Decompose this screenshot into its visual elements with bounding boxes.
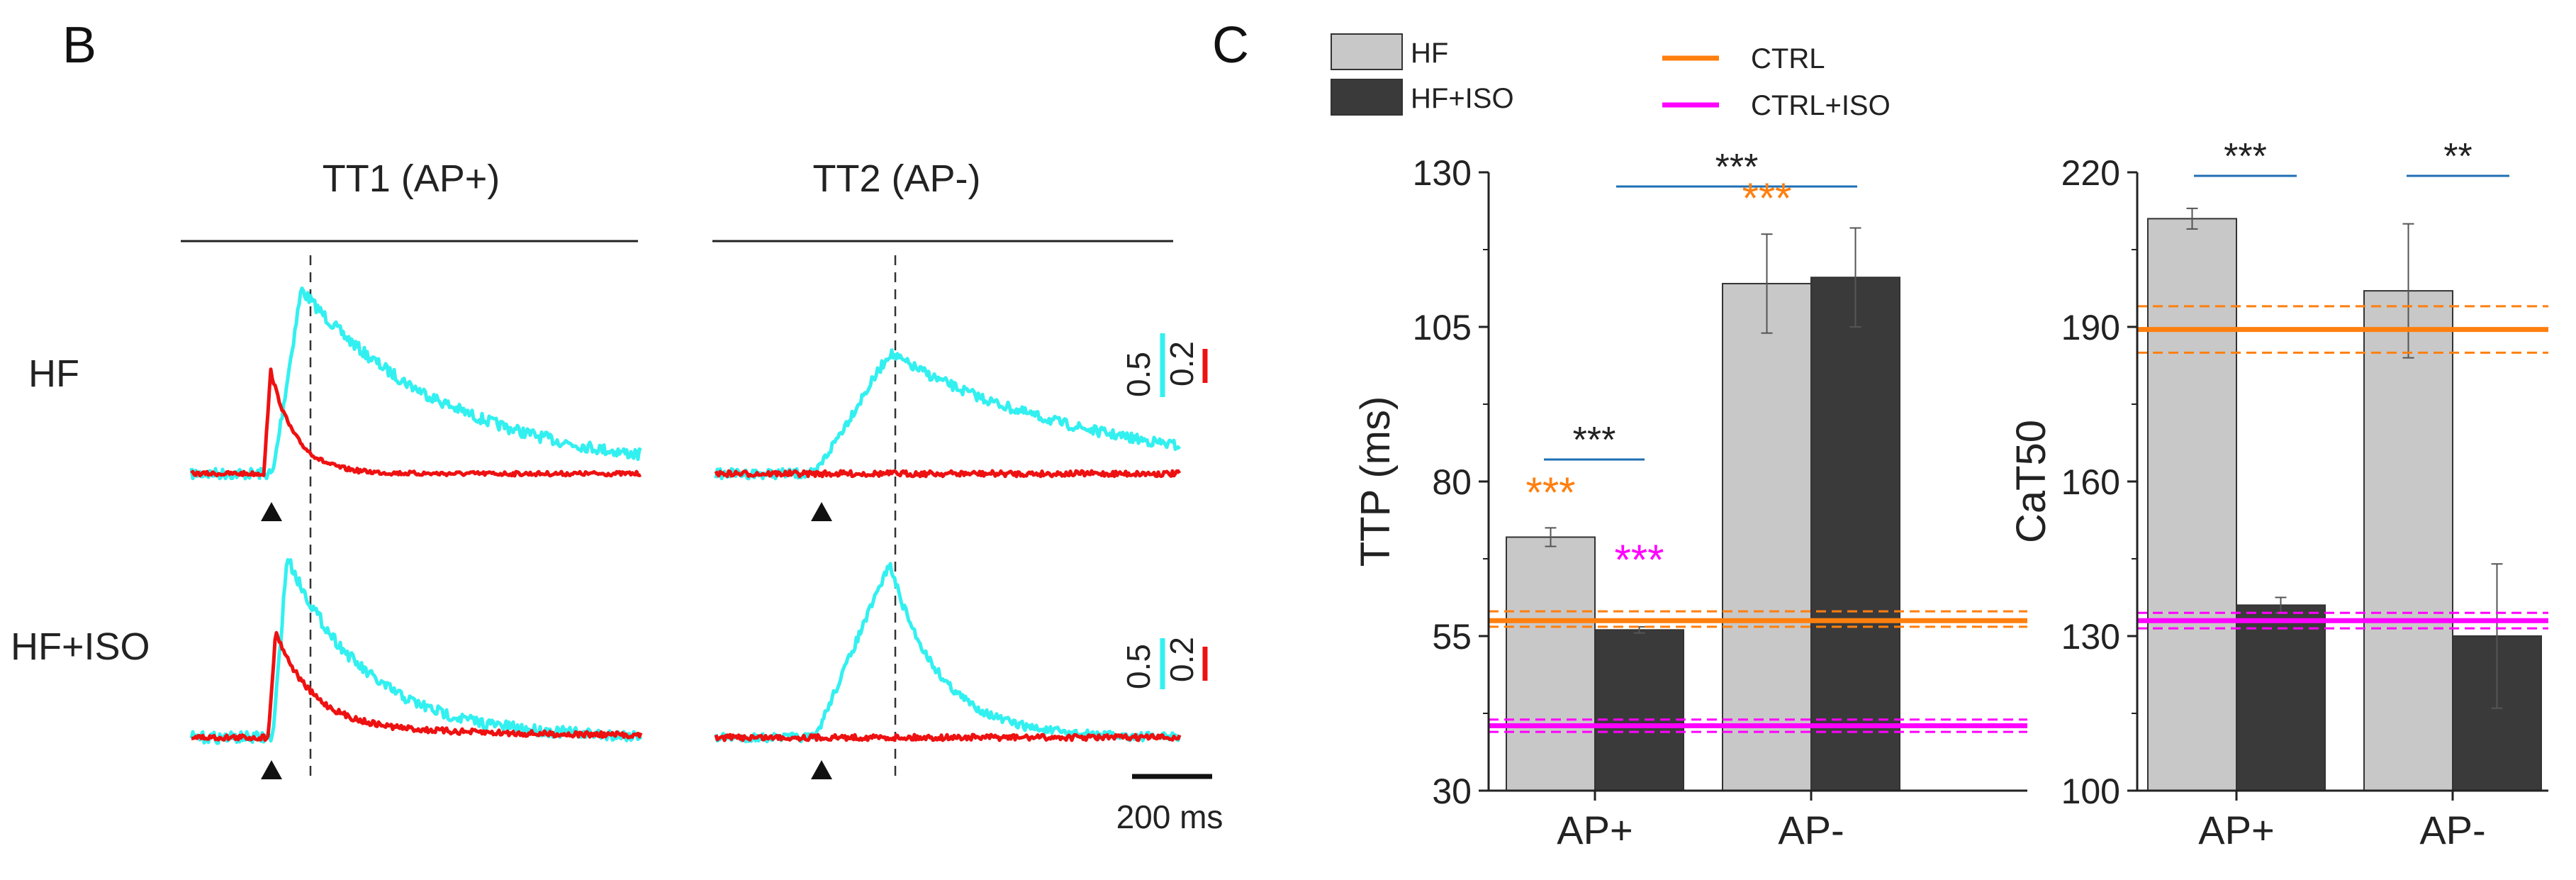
y-tick-label-ttp-130: 130 [1413,153,1472,193]
y-tick-label-ttp-80: 80 [1432,462,1472,502]
bar-ttp-hfiso-ap- [1810,277,1900,791]
x-tick-label-cat50-ap+: AP+ [2198,808,2274,852]
trace-tt1-hfiso-cyan [189,558,643,745]
y-axis-label-cat50: CaT50 [2008,420,2054,543]
scale-label-red-hfiso: 0.2 [1163,637,1200,682]
y-tick-label-ttp-55: 55 [1432,617,1472,657]
legend-swatch-hfiso [1331,79,1403,116]
sig-stars-ttp-4: *** [1742,174,1791,222]
y-tick-label-cat50-190: 190 [2061,308,2120,347]
panel-c: C HF HF+ISO CTRL CTRL+ISO 30 55 80 105 130 AP… [1212,17,2548,852]
y-tick-label-ttp-105: 105 [1413,308,1472,347]
trace-tt2-hfiso-cyan [714,562,1182,744]
bar-ttp-hfiso-ap+ [1594,629,1684,792]
x-tick-label-cat50-ap-: AP- [2419,808,2485,852]
y-tick-label-cat50-130: 130 [2061,617,2120,657]
legend-label-ctrl: CTRL [1751,43,1825,74]
legend-label-ctrliso: CTRL+ISO [1751,90,1891,121]
group-label-tt1: TT1 (AP+) [323,157,500,200]
sig-stars-cat50-0: *** [2224,136,2267,177]
row-label-hfiso: HF+ISO [11,625,150,668]
sig-stars-cat50-1: ** [2443,136,2472,177]
bar-cat50-hf-ap- [2363,290,2453,791]
panel-letter-c: C [1212,17,1249,74]
panel-b: B TT1 (AP+) TT2 (AP-) HF HF+ISO 0.5 0.2 [11,17,1223,835]
error-bar-ttp-hf-ap- [1761,233,1773,334]
scale-label-cyan-hf: 0.5 [1120,352,1157,397]
error-bar-ttp-hf-ap+ [1545,527,1557,547]
bar-ttp-hf-ap- [1722,282,1812,791]
error-bar-cat50-hf-ap- [2402,223,2414,359]
bar-cat50-hfiso-ap+ [2236,604,2326,792]
trace-tt1-hf-cyan [189,286,642,481]
sig-stars-ttp-0: *** [1573,420,1616,461]
sig-stars-ttp-1: *** [1715,147,1759,188]
stimulus-triangle-tt1-hf [261,502,282,521]
error-bar-cat50-hf-ap+ [2186,207,2198,230]
y-axis-label-ttp: TTP (ms) [1353,396,1399,567]
legend: HF HF+ISO CTRL CTRL+ISO [1331,33,1891,121]
sig-stars-ttp-2: *** [1525,469,1575,516]
bar-cat50-hf-ap+ [2147,218,2237,791]
stimulus-triangle-tt1-hfiso [261,760,282,779]
stimulus-triangle-tt2-hf [811,502,832,521]
time-scale-label: 200 ms [1116,798,1223,835]
scale-label-red-hf: 0.2 [1163,341,1200,386]
stimulus-triangle-tt2-hfiso [811,760,832,779]
y-tick-label-ttp-30: 30 [1432,772,1472,811]
row-label-hf: HF [28,352,79,395]
trace-tt1-hf-red [190,367,642,478]
bar-ttp-hf-ap+ [1506,536,1596,791]
y-tick-label-cat50-220: 220 [2061,153,2120,193]
legend-label-hf: HF [1411,38,1448,69]
trace-tt2-hfiso-red [714,733,1182,742]
group-label-tt2: TT2 (AP-) [813,157,981,200]
y-tick-label-cat50-100: 100 [2061,772,2120,811]
x-tick-label-ttp-ap+: AP+ [1557,808,1633,852]
x-tick-label-ttp-ap-: AP- [1778,808,1844,852]
sig-stars-ttp-3: *** [1614,536,1664,584]
trace-tt2-hf-red [714,469,1182,479]
error-bar-cat50-hfiso-ap- [2491,563,2503,709]
legend-label-hfiso: HF+ISO [1411,83,1514,114]
scale-label-cyan-hfiso: 0.5 [1120,644,1157,689]
legend-swatch-hf [1331,33,1403,70]
error-bar-ttp-hfiso-ap- [1849,227,1861,328]
y-tick-label-cat50-160: 160 [2061,462,2120,502]
trace-tt1-hfiso-red [191,630,643,742]
trace-tt2-hf-cyan [714,348,1182,481]
panel-letter-b: B [62,17,96,74]
